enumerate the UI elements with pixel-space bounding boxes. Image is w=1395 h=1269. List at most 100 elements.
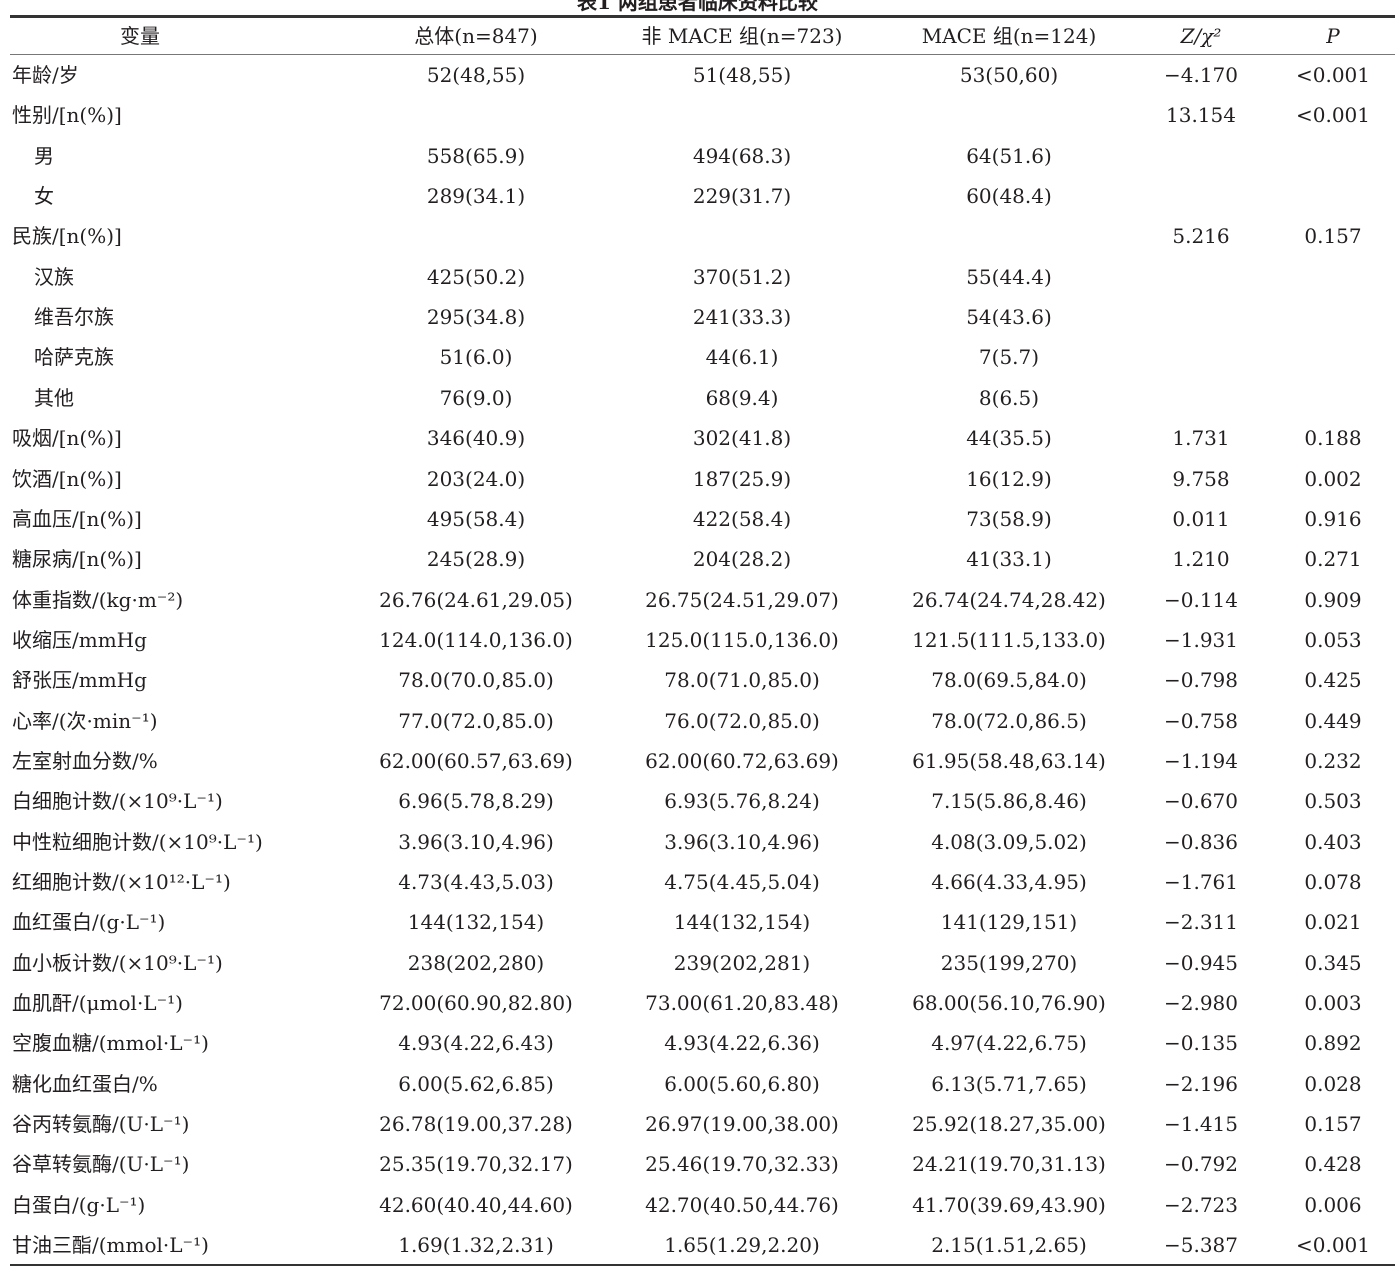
cell-total: 295(34.8) bbox=[426, 305, 526, 330]
cell-non-mace: 187(25.9) bbox=[692, 466, 792, 491]
cell-mace: 6.13(5.71,7.65) bbox=[931, 1071, 1087, 1096]
cell-mace: 141(129,151) bbox=[940, 910, 1078, 935]
cell-mace: 4.08(3.09,5.02) bbox=[931, 829, 1087, 854]
table-row: 中性粒细胞计数/(×10⁹·L⁻¹) 3.96(3.10,4.96) 3.96(3.… bbox=[0, 822, 1395, 862]
row-label: 空腹血糖/(mmol·L⁻¹) bbox=[12, 1031, 209, 1056]
row-label: 男 bbox=[34, 143, 54, 168]
cell-total: 6.96(5.78,8.29) bbox=[398, 789, 554, 814]
cell-total: 1.69(1.32,2.31) bbox=[398, 1233, 554, 1258]
cell-non-mace: 73.00(61.20,83.48) bbox=[645, 991, 839, 1016]
header-statistic: Z/χ² bbox=[1180, 24, 1222, 48]
cell-total: 4.93(4.22,6.43) bbox=[398, 1031, 554, 1056]
cell-non-mace: 229(31.7) bbox=[692, 184, 792, 209]
cell-non-mace: 4.75(4.45,5.04) bbox=[664, 870, 820, 894]
cell-total: 425(50.2) bbox=[426, 264, 526, 289]
row-label: 高血压/[n(%)] bbox=[12, 506, 142, 531]
top-rule bbox=[10, 15, 1395, 18]
cell-p-value: <0.001 bbox=[1295, 1233, 1370, 1258]
cell-total: 6.00(5.62,6.85) bbox=[398, 1071, 554, 1096]
header-variable: 变量 bbox=[120, 24, 160, 48]
cell-p-value: 0.021 bbox=[1304, 910, 1362, 935]
cell-mace: 7(5.7) bbox=[978, 345, 1040, 370]
table-row: 红细胞计数/(×10¹²·L⁻¹) 4.73(4.43,5.03) 4.75(4.4… bbox=[0, 862, 1395, 902]
row-label: 糖化血红蛋白/% bbox=[12, 1071, 158, 1096]
table-row: 女 289(34.1) 229(31.7) 60(48.4) bbox=[0, 176, 1395, 216]
table-row: 白蛋白/(g·L⁻¹) 42.60(40.40,44.60) 42.70(40.50… bbox=[0, 1185, 1395, 1225]
cell-statistic: −1.194 bbox=[1163, 748, 1238, 773]
table-row: 血红蛋白/(g·L⁻¹) 144(132,154) 144(132,154) 141(… bbox=[0, 902, 1395, 942]
row-label: 吸烟/[n(%)] bbox=[12, 426, 122, 451]
row-label: 民族/[n(%)] bbox=[12, 224, 122, 249]
cell-mace: 24.21(19.70,31.13) bbox=[912, 1152, 1106, 1177]
cell-mace: 73(58.9) bbox=[966, 506, 1052, 531]
row-label: 血肌酐/(μmol·L⁻¹) bbox=[12, 991, 183, 1016]
cell-non-mace: 3.96(3.10,4.96) bbox=[664, 829, 820, 854]
row-label: 血小板计数/(×10⁹·L⁻¹) bbox=[12, 950, 223, 975]
row-label: 舒张压/mmHg bbox=[12, 668, 147, 693]
cell-statistic: −4.170 bbox=[1163, 63, 1238, 87]
header-mace: MACE 组(n=124) bbox=[921, 24, 1097, 48]
table-row: 糖尿病/[n(%)] 245(28.9) 204(28.2) 41(33.1) 1.21… bbox=[0, 539, 1395, 579]
table-row: 血肌酐/(μmol·L⁻¹) 72.00(60.90,82.80) 73.00(61… bbox=[0, 983, 1395, 1023]
cell-non-mace: 26.97(19.00,38.00) bbox=[645, 1112, 839, 1137]
table-row: 其他 76(9.0) 68(9.4) 8(6.5) bbox=[0, 378, 1395, 418]
cell-mace: 60(48.4) bbox=[966, 184, 1052, 209]
table-row: 男 558(65.9) 494(68.3) 64(51.6) bbox=[0, 136, 1395, 176]
cell-non-mace: 78.0(71.0,85.0) bbox=[664, 668, 820, 693]
row-label: 女 bbox=[34, 184, 54, 209]
cell-statistic: −2.311 bbox=[1163, 910, 1238, 935]
cell-non-mace: 44(6.1) bbox=[705, 345, 779, 370]
cell-statistic: −0.114 bbox=[1163, 587, 1238, 612]
row-label: 甘油三酯/(mmol·L⁻¹) bbox=[12, 1233, 209, 1258]
row-label: 哈萨克族 bbox=[34, 345, 114, 370]
header-non-mace: 非 MACE 组(n=723) bbox=[641, 24, 843, 48]
cell-non-mace: 1.65(1.29,2.20) bbox=[664, 1233, 820, 1258]
cell-total: 77.0(72.0,85.0) bbox=[398, 708, 554, 733]
cell-statistic: −0.945 bbox=[1163, 950, 1238, 975]
row-label: 汉族 bbox=[34, 264, 74, 289]
header-total: 总体(n=847) bbox=[414, 24, 538, 48]
cell-mace: 8(6.5) bbox=[978, 385, 1040, 410]
cell-total: 4.73(4.43,5.03) bbox=[398, 870, 554, 894]
cell-p-value: 0.449 bbox=[1304, 708, 1362, 733]
cell-total: 25.35(19.70,32.17) bbox=[379, 1152, 573, 1177]
cell-non-mace: 4.93(4.22,6.36) bbox=[664, 1031, 820, 1056]
cell-mace: 53(50,60) bbox=[959, 63, 1059, 87]
cell-p-value: 0.345 bbox=[1304, 950, 1362, 975]
cell-p-value: 0.916 bbox=[1304, 506, 1362, 531]
cell-total: 245(28.9) bbox=[426, 547, 526, 572]
cell-total: 124.0(114.0,136.0) bbox=[379, 627, 573, 652]
cell-total: 558(65.9) bbox=[426, 143, 526, 168]
cell-total: 289(34.1) bbox=[426, 184, 526, 209]
cell-non-mace: 62.00(60.72,63.69) bbox=[645, 748, 839, 773]
row-label: 其他 bbox=[34, 385, 74, 410]
table-row: 体重指数/(kg·m⁻²) 26.76(24.61,29.05) 26.75(24.… bbox=[0, 580, 1395, 620]
cell-mace: 4.97(4.22,6.75) bbox=[931, 1031, 1087, 1056]
table-row: 汉族 425(50.2) 370(51.2) 55(44.4) bbox=[0, 257, 1395, 297]
table-row: 舒张压/mmHg 78.0(70.0,85.0) 78.0(71.0,85.0) 78… bbox=[0, 660, 1395, 700]
cell-statistic: −0.135 bbox=[1163, 1031, 1238, 1056]
cell-non-mace: 422(58.4) bbox=[692, 506, 792, 531]
cell-p-value: 0.006 bbox=[1304, 1192, 1362, 1217]
cell-non-mace: 6.93(5.76,8.24) bbox=[664, 789, 820, 814]
cell-statistic: 9.758 bbox=[1172, 466, 1230, 491]
cell-statistic: −2.980 bbox=[1163, 991, 1238, 1016]
table-row: 哈萨克族 51(6.0) 44(6.1) 7(5.7) bbox=[0, 337, 1395, 377]
cell-total: 346(40.9) bbox=[426, 426, 526, 451]
cell-mace: 44(35.5) bbox=[966, 426, 1052, 451]
cell-mace: 41.70(39.69,43.90) bbox=[912, 1192, 1106, 1217]
cell-statistic: −0.836 bbox=[1163, 829, 1238, 854]
cell-non-mace: 125.0(115.0,136.0) bbox=[645, 627, 839, 652]
table-row: 高血压/[n(%)] 495(58.4) 422(58.4) 73(58.9) 0.01… bbox=[0, 499, 1395, 539]
table-row: 饮酒/[n(%)] 203(24.0) 187(25.9) 16(12.9) 9.758… bbox=[0, 459, 1395, 499]
cell-statistic: −0.798 bbox=[1163, 668, 1238, 693]
cell-non-mace: 76.0(72.0,85.0) bbox=[664, 708, 820, 733]
table-row: 维吾尔族 295(34.8) 241(33.3) 54(43.6) bbox=[0, 297, 1395, 337]
row-label: 谷草转氨酶/(U·L⁻¹) bbox=[12, 1152, 190, 1177]
table-row: 血小板计数/(×10⁹·L⁻¹) 238(202,280) 239(202,281)… bbox=[0, 943, 1395, 983]
table-row: 性别/[n(%)] 13.154 <0.001 bbox=[0, 95, 1395, 135]
cell-p-value: 0.271 bbox=[1304, 547, 1362, 572]
cell-non-mace: 68(9.4) bbox=[705, 385, 779, 410]
header-p-value: P bbox=[1326, 24, 1340, 48]
cell-statistic: −2.723 bbox=[1163, 1192, 1238, 1217]
